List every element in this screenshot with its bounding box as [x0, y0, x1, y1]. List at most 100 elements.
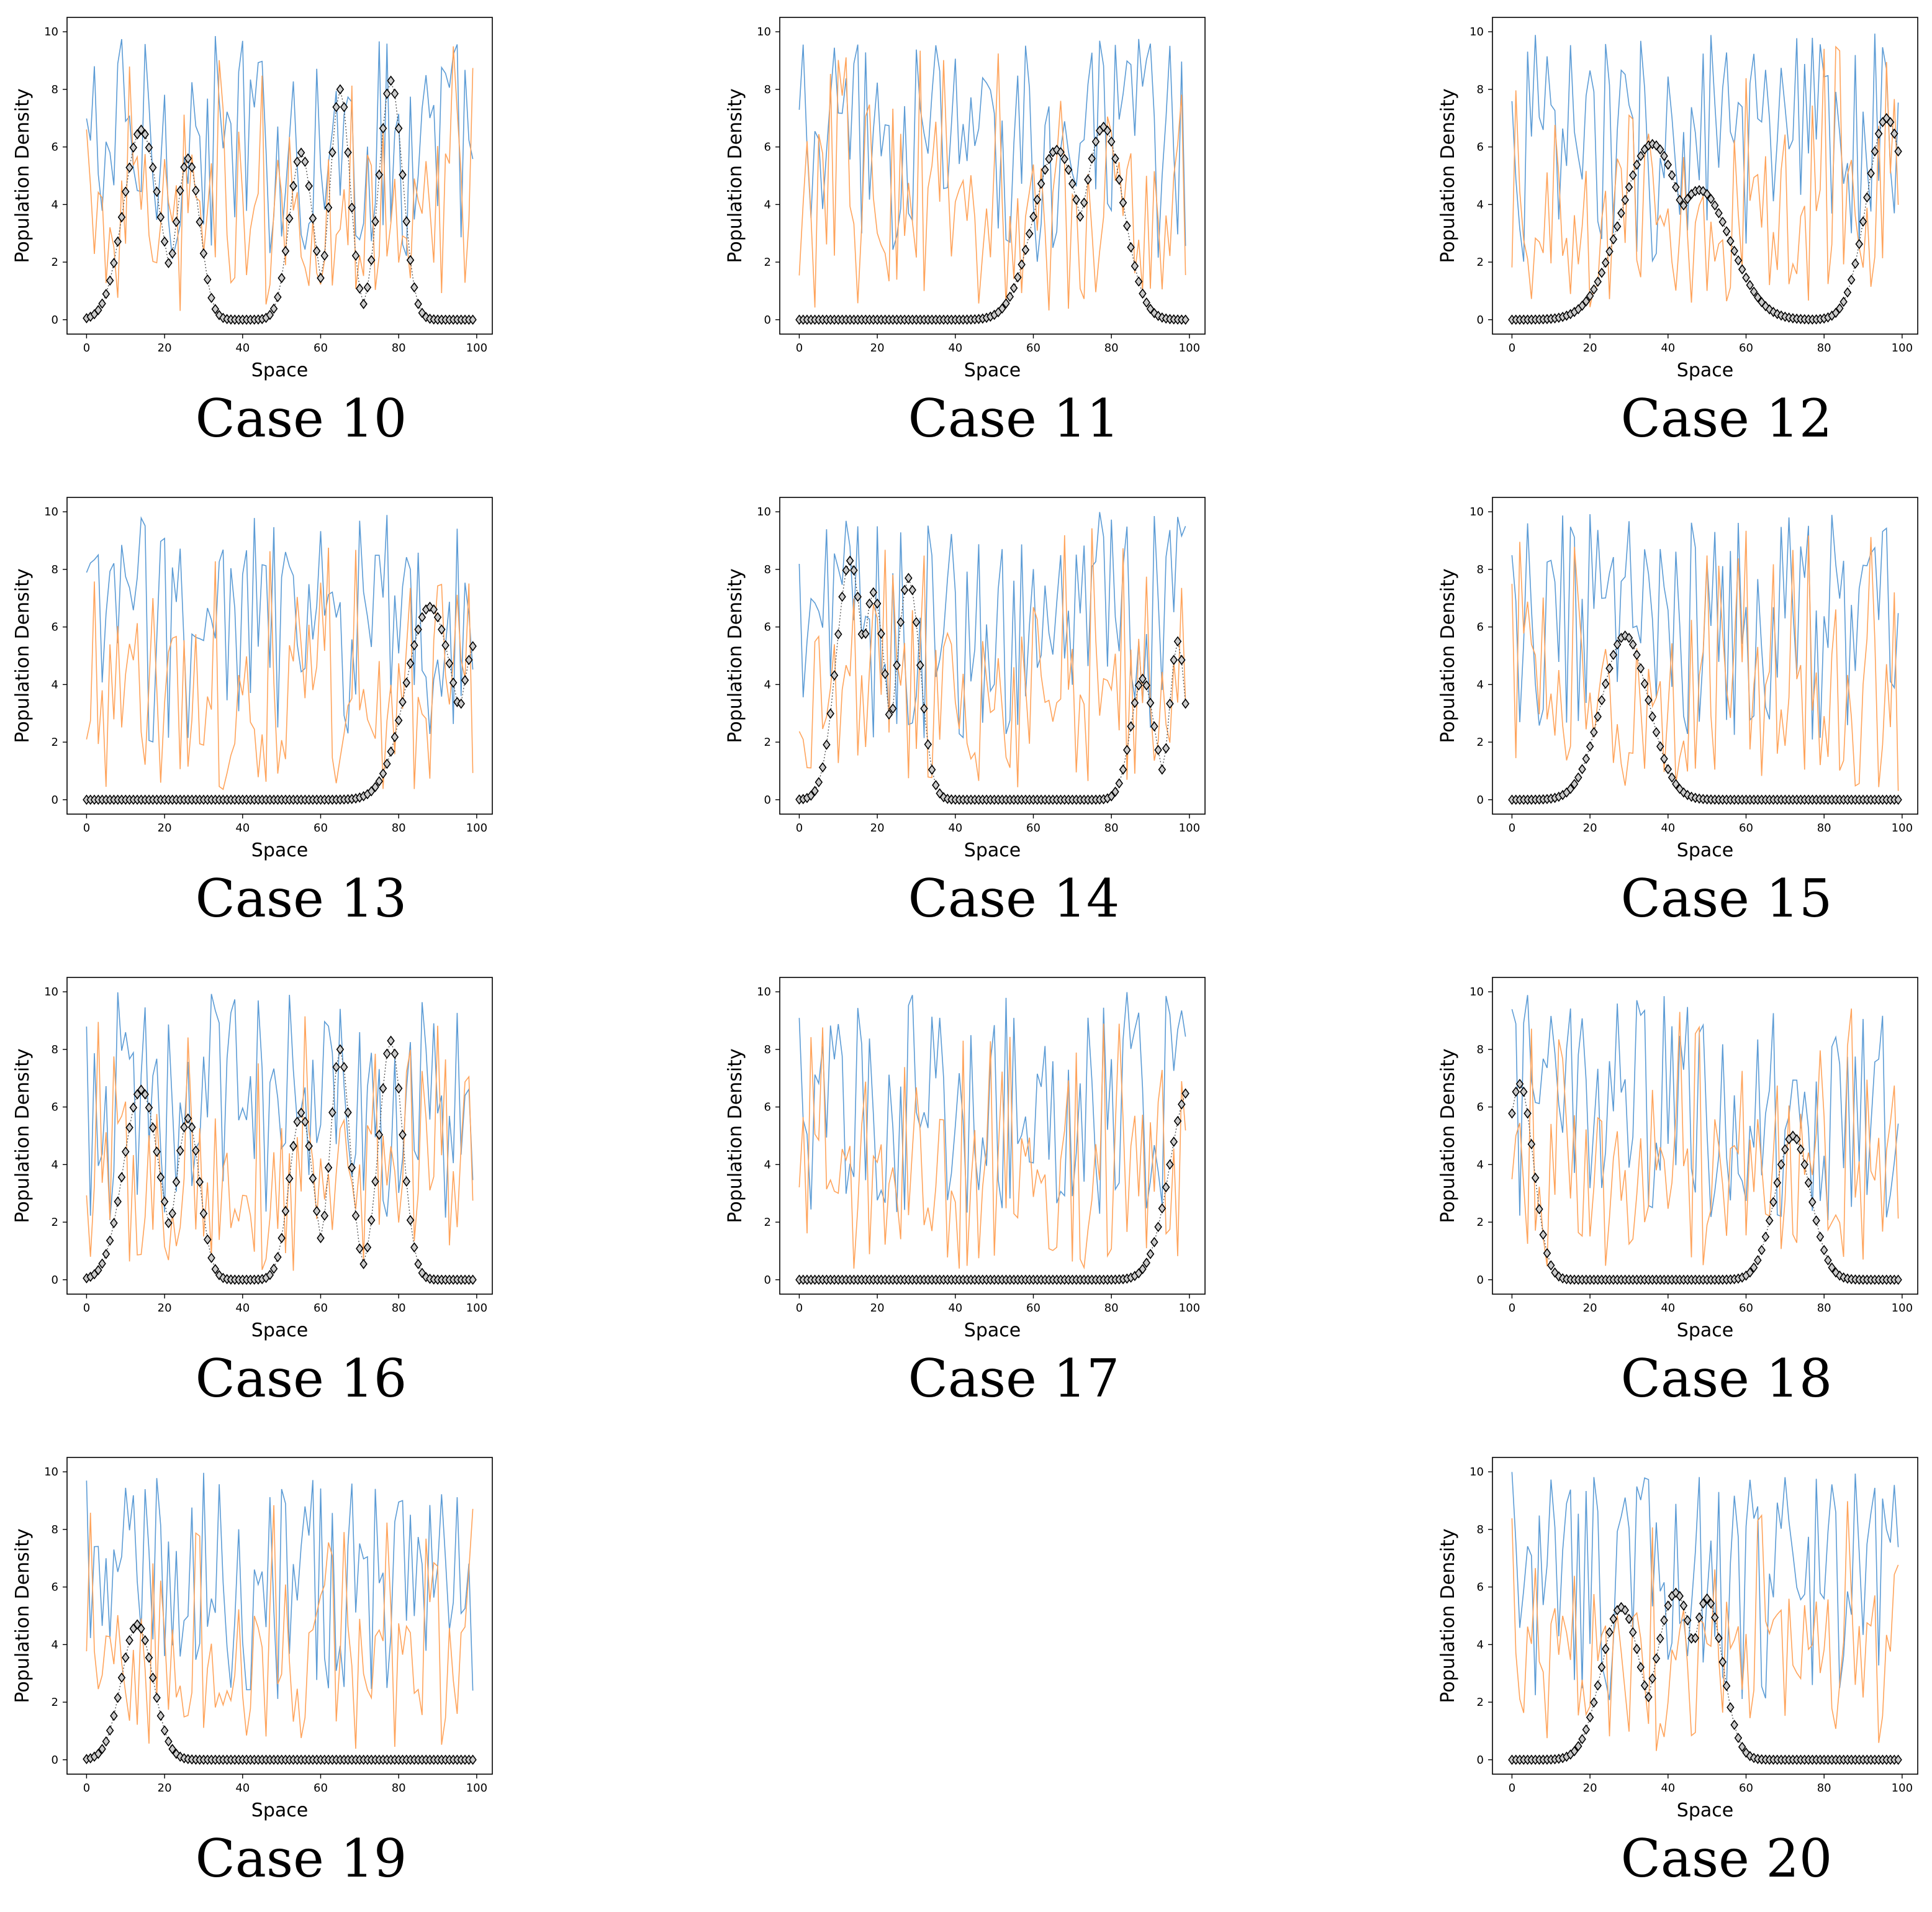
profile-marker	[375, 776, 384, 787]
y-tick-label: 4	[764, 1158, 771, 1171]
profile-line	[1512, 635, 1898, 800]
profile-marker	[98, 1258, 106, 1269]
series-orange-line	[86, 1505, 474, 1749]
profile-marker	[1645, 1692, 1653, 1703]
x-tick-label: 100	[1892, 1302, 1913, 1315]
profile-marker	[1656, 144, 1664, 155]
series-orange-line	[798, 528, 1186, 787]
profile-marker	[1146, 697, 1155, 709]
chart-panel: 0 20 40 60 80 100 0 2 4 6 8 10 Space Population Densi…	[0, 0, 621, 472]
profile-marker	[1520, 1086, 1528, 1097]
y-tick-label: 4	[1477, 678, 1484, 691]
profile-marker	[348, 1162, 356, 1173]
profile-marker	[172, 217, 181, 227]
x-tick-label: 20	[870, 822, 885, 835]
profile-marker	[1523, 1108, 1532, 1119]
series-orange-line	[86, 547, 474, 791]
y-axis-label: Population Density	[12, 568, 34, 743]
profile-marker	[846, 555, 854, 566]
y-tick-label: 2	[52, 1696, 58, 1709]
x-tick-label: 40	[948, 342, 962, 355]
profile-marker	[125, 162, 133, 173]
x-tick-label: 60	[1739, 822, 1753, 835]
y-tick-label: 2	[1477, 1216, 1484, 1229]
profile-marker	[1068, 178, 1077, 189]
profile-marker	[285, 1173, 294, 1184]
profile-marker	[102, 289, 111, 299]
profile-marker	[1839, 296, 1848, 307]
profile-marker	[269, 1263, 278, 1274]
profile-marker	[928, 764, 936, 775]
profile-marker	[1103, 125, 1112, 136]
x-tick-label: 80	[1817, 1302, 1831, 1315]
profile-marker	[850, 565, 858, 576]
profile-marker	[1594, 711, 1602, 722]
y-tick-label: 8	[1477, 563, 1484, 576]
profile-marker	[1625, 182, 1633, 193]
profile-marker	[383, 758, 391, 769]
profile-marker	[1820, 1244, 1828, 1256]
x-axis-label: Space	[251, 360, 308, 381]
profile-marker	[1617, 207, 1625, 219]
profile-marker	[192, 185, 200, 196]
profile-marker	[117, 1172, 126, 1183]
profile-marker	[406, 255, 415, 266]
profile-marker	[199, 1208, 208, 1219]
x-tick-label: 20	[1583, 342, 1597, 355]
y-tick-label: 8	[764, 83, 771, 96]
profile-marker	[1154, 1221, 1162, 1233]
x-tick-label: 80	[1104, 342, 1119, 355]
profile-marker	[102, 1736, 111, 1747]
profile-marker	[1871, 146, 1879, 157]
profile-marker	[281, 245, 290, 256]
y-tick-label: 2	[764, 736, 771, 749]
profile-marker	[367, 255, 376, 266]
profile-marker	[869, 587, 878, 598]
x-tick-label: 20	[1583, 822, 1597, 835]
profile-marker	[184, 153, 192, 164]
profile-marker	[371, 1176, 379, 1187]
profile-marker	[811, 786, 819, 797]
chart-svg: 0 20 40 60 80 100 0 2 4 6 8 10 Space Population Densi…	[12, 977, 493, 1341]
profile-marker	[1597, 695, 1606, 705]
profile-marker	[1150, 721, 1158, 732]
profile-marker	[394, 1083, 403, 1094]
profile-marker	[117, 212, 126, 223]
profile-marker	[1676, 1590, 1684, 1602]
series-blue-line	[1511, 995, 1899, 1220]
profile-marker	[1703, 189, 1711, 199]
profile-marker	[1773, 309, 1782, 319]
profile-marker	[1683, 1615, 1692, 1626]
profile-marker	[1578, 1734, 1586, 1744]
y-tick-label: 10	[1469, 985, 1484, 999]
series-orange-line	[1511, 1008, 1899, 1267]
profile-marker	[117, 1672, 126, 1683]
profile-marker	[156, 1710, 165, 1721]
y-tick-label: 10	[757, 25, 771, 39]
profile-marker	[1590, 284, 1598, 295]
profile-marker	[371, 216, 379, 227]
profile-marker	[1742, 272, 1750, 283]
profile-marker	[336, 1044, 345, 1055]
profile-marker	[1710, 200, 1719, 211]
y-axis-label: Population Density	[1437, 1528, 1459, 1703]
profile-marker	[390, 1048, 399, 1059]
y-tick-label: 4	[764, 678, 771, 691]
x-tick-label: 20	[1583, 1302, 1597, 1315]
profile-marker	[332, 1062, 340, 1072]
y-tick-label: 6	[764, 621, 771, 634]
series-orange-line	[798, 50, 1186, 310]
y-tick-label: 8	[52, 563, 58, 576]
profile-marker	[399, 170, 407, 180]
profile-marker	[106, 1725, 114, 1736]
x-tick-label: 0	[83, 1302, 90, 1315]
chart-panel: 0 20 40 60 80 100 0 2 4 6 8 10 Space Population Densi…	[1425, 0, 1932, 472]
profile-marker	[309, 213, 317, 224]
profile-marker	[1715, 1633, 1723, 1644]
x-tick-label: 20	[870, 342, 885, 355]
profile-marker	[1134, 680, 1143, 691]
profile-marker	[1648, 1673, 1656, 1684]
y-tick-label: 8	[1477, 83, 1484, 96]
x-axis-label: Space	[1677, 1800, 1733, 1821]
profile-marker	[1162, 1182, 1170, 1193]
